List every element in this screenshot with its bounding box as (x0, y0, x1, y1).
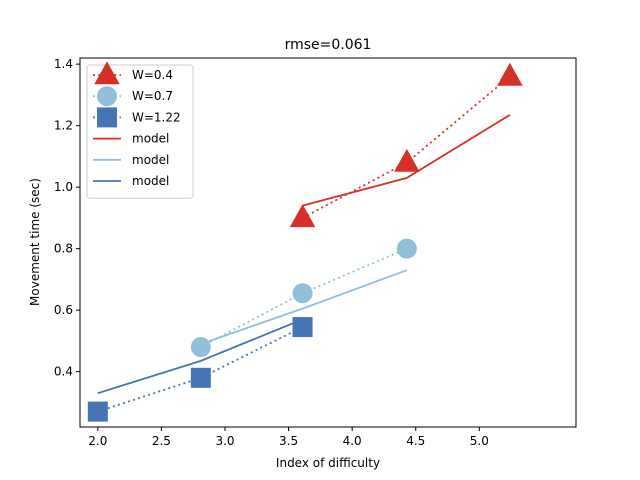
model-line (302, 114, 511, 207)
data-point-triangle (289, 204, 316, 228)
y-tick-label: 0.8 (54, 242, 73, 256)
y-tick-label: 0.4 (54, 365, 73, 379)
x-tick-label: 2.5 (152, 434, 171, 448)
legend-item: model (93, 174, 169, 188)
series-layer (87, 62, 523, 422)
legend-marker-triangle (94, 61, 120, 85)
model-series (97, 318, 303, 395)
x-tick-label: 2.0 (88, 434, 107, 448)
ticks-layer: 2.0 2.5 3.0 3.5 4.0 4.5 5.0 0.4 0.6 0.8 1.0 1.2 1.4 (54, 57, 489, 448)
legend-item: model (93, 153, 169, 167)
data-point-circle (292, 283, 313, 304)
data-point-triangle (394, 148, 420, 172)
legend-item: model (93, 132, 169, 146)
legend-item: W=1.22 (93, 107, 181, 128)
legend-label: W=0.7 (132, 89, 173, 103)
chart-title: rmse=0.061 (285, 37, 372, 53)
measured-series (87, 317, 313, 422)
measured-series (190, 238, 417, 358)
data-point-circle (396, 238, 417, 259)
legend-label: W=1.22 (132, 110, 181, 124)
model-line (97, 318, 303, 395)
x-tick-label: 3.0 (215, 434, 234, 448)
y-tick-label: 1.0 (54, 180, 73, 194)
legend-label: W=0.4 (132, 68, 173, 82)
legend-item: W=0.4 (93, 61, 173, 85)
model-line (200, 269, 408, 345)
legend-label: model (132, 153, 169, 167)
data-point-square (292, 317, 313, 338)
x-tick-label: 4.5 (406, 434, 425, 448)
plot-frame (79, 57, 577, 428)
measured-series (289, 62, 523, 228)
data-point-triangle (497, 62, 523, 86)
y-tick-label: 1.2 (54, 119, 73, 133)
data-point-square (190, 367, 211, 388)
y-tick-label: 1.4 (54, 57, 73, 71)
x-axis-label: Index of difficulty (276, 456, 380, 470)
legend-item: W=0.7 (93, 86, 173, 107)
legend-label: model (132, 174, 169, 188)
model-series (200, 269, 408, 345)
y-tick-label: 0.6 (54, 303, 73, 317)
legend-label: model (132, 132, 169, 146)
legend-marker-square (97, 107, 117, 128)
measured-dotted-line (200, 247, 408, 348)
legend-marker-circle (97, 86, 117, 107)
legend: W=0.4 W=0.7 W=1.22 model model model (86, 61, 194, 199)
x-tick-label: 5.0 (470, 434, 489, 448)
model-series (302, 114, 511, 207)
data-point-square (87, 401, 108, 422)
x-tick-label: 3.5 (279, 434, 298, 448)
data-point-circle (190, 337, 211, 358)
y-axis-label: Movement time (sec) (28, 178, 42, 306)
x-tick-label: 4.0 (343, 434, 362, 448)
